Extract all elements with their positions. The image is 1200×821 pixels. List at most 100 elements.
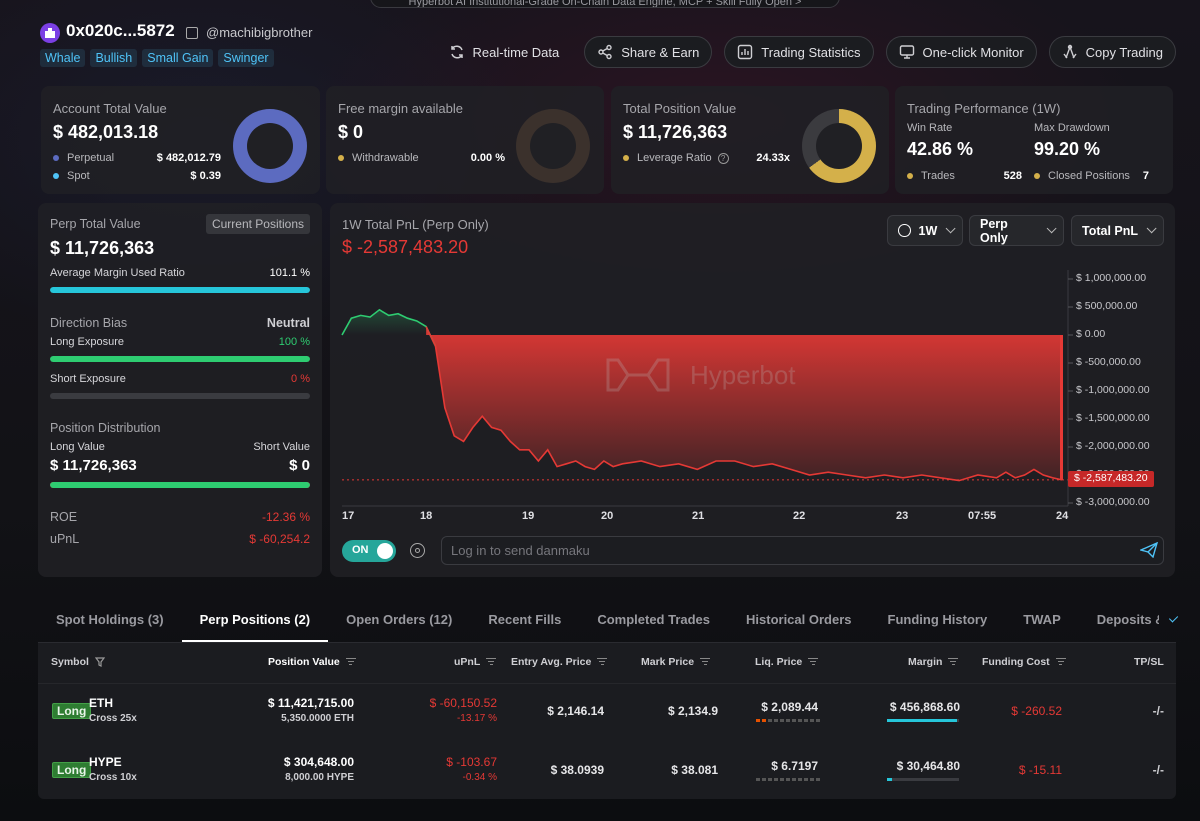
scope-select[interactable]: Perp Only (969, 215, 1064, 246)
x-tick-label: 17 (342, 510, 355, 522)
trades-value: 528 (1003, 170, 1022, 182)
positive-area (342, 309, 427, 335)
user-handle[interactable]: @machibigbrother (206, 25, 313, 40)
tab-completed-trades[interactable]: Completed Trades (597, 612, 711, 627)
short-exposure-value: 0 % (291, 373, 310, 385)
trading-performance-title: Trading Performance (1W) (907, 101, 1061, 116)
trading-statistics-button[interactable]: Trading Statistics (724, 36, 874, 68)
position-size: 8,000.00 HYPE (285, 772, 354, 783)
entry-price: $ 2,146.14 (547, 704, 604, 718)
wallet-address: 0x020c...5872 (66, 21, 175, 40)
header-liq-price[interactable]: Liq. Price (755, 656, 819, 668)
tab-spot-holdings[interactable]: Spot Holdings (3) (56, 612, 164, 627)
total-position-value: $ 11,726,363 (623, 122, 728, 142)
upnl-value: $ -60,254.2 (249, 532, 310, 546)
leverage-dot (623, 155, 629, 161)
closed-positions-label: Closed Positions (1034, 170, 1130, 182)
header-symbol[interactable]: Symbol (51, 656, 105, 668)
withdrawable-label: Withdrawable (338, 152, 419, 164)
tab-open-orders[interactable]: Open Orders (12) (346, 612, 453, 627)
danmaku-toggle[interactable]: ON (342, 540, 396, 562)
perp-summary-panel: Perp Total Value Current Positions $ 11,… (38, 203, 322, 577)
monitor-icon (899, 44, 915, 60)
short-value: $ 0 (289, 457, 310, 474)
x-tick-label: 21 (692, 510, 705, 522)
x-tick-label: 18 (420, 510, 433, 522)
y-tick-label: $ 1,000,000.00 (1076, 272, 1147, 284)
table-row[interactable] (38, 683, 1176, 739)
sort-icon[interactable] (1055, 658, 1066, 666)
copy-icon[interactable] (186, 27, 198, 39)
liq-price: $ 2,089.44 (761, 700, 818, 714)
sort-icon[interactable] (948, 658, 959, 666)
share-earn-button[interactable]: Share & Earn (584, 36, 713, 68)
space-invader-icon (45, 28, 55, 38)
share-icon (597, 44, 613, 60)
copy-trading-button[interactable]: Copy Trading (1048, 36, 1176, 68)
long-exposure-bar (50, 356, 310, 362)
tab-funding-history[interactable]: Funding History (887, 612, 988, 627)
tab-perp-positions[interactable]: Perp Positions (2) (181, 600, 329, 642)
sort-icon[interactable] (700, 658, 711, 666)
perpetual-label: Perpetual (53, 152, 114, 164)
scope-select-value: Perp Only (980, 216, 1008, 245)
symbol-name[interactable]: ETH (89, 696, 113, 710)
liq-risk-indicator (756, 719, 820, 722)
announcement-banner[interactable]: Hyperbot AI Institutional-Grade On-Chain… (370, 0, 840, 8)
tab-twap[interactable]: TWAP (1023, 612, 1061, 627)
tag-small-gain: Small Gain (142, 49, 214, 67)
metric-select[interactable]: Total PnL (1071, 215, 1164, 246)
symbol-name[interactable]: HYPE (89, 755, 122, 769)
range-select[interactable]: 1W (887, 215, 963, 246)
table-row[interactable] (38, 741, 1176, 797)
header-position-value[interactable]: Position Value (268, 656, 356, 668)
sort-icon[interactable] (597, 658, 608, 666)
wallet-tags: Whale Bullish Small Gain Swinger (40, 49, 274, 67)
margin-value: $ 456,868.60 (889, 700, 960, 714)
sort-icon[interactable] (808, 658, 819, 666)
win-rate-value: 42.86 % (907, 139, 974, 159)
margin-bar (887, 778, 959, 781)
send-icon[interactable] (1138, 541, 1159, 563)
share-earn-label: Share & Earn (621, 44, 700, 60)
win-rate-label: Win Rate (907, 122, 953, 134)
current-positions-button[interactable]: Current Positions (205, 214, 310, 234)
sort-icon[interactable] (345, 658, 356, 666)
tag-swinger: Swinger (218, 49, 274, 67)
long-value: $ 11,726,363 (50, 457, 137, 474)
position-distribution-label: Position Distribution (50, 421, 161, 435)
mark-price: $ 38.081 (671, 763, 718, 777)
hyperbot-watermark: Hyperbot (598, 352, 796, 398)
tabs-chevron-down-icon[interactable] (1168, 613, 1179, 623)
header-upnl[interactable]: uPnL (454, 656, 497, 668)
danmaku-input[interactable]: Log in to send danmaku (441, 536, 1164, 565)
header-funding-cost[interactable]: Funding Cost (982, 656, 1066, 668)
users-icon (1062, 44, 1078, 60)
chevron-down-icon (1146, 223, 1157, 234)
pnl-area-chart[interactable] (330, 262, 1175, 532)
filter-icon[interactable] (94, 657, 105, 667)
realtime-data-button[interactable]: Real-time Data (436, 36, 573, 68)
tpsl-value[interactable]: -/- (1152, 704, 1164, 718)
chevron-down-icon (945, 223, 956, 234)
tab-deposits-withdrawals[interactable]: Deposits & Withdra (1096, 612, 1159, 627)
avatar (40, 23, 60, 43)
tab-historical-orders[interactable]: Historical Orders (746, 612, 852, 627)
short-exposure-bar (50, 393, 310, 399)
header-mark-price[interactable]: Mark Price (641, 656, 711, 668)
upnl-value: $ -103.67 (446, 755, 497, 769)
free-margin-card: Free margin available $ 0 Withdrawable 0… (326, 86, 604, 194)
tab-recent-fills[interactable]: Recent Fills (488, 612, 562, 627)
tpsl-value[interactable]: -/- (1152, 763, 1164, 777)
one-click-monitor-button[interactable]: One-click Monitor (885, 36, 1037, 68)
header-entry-price[interactable]: Entry Avg. Price (511, 656, 608, 668)
roe-value: -12.36 % (261, 510, 310, 524)
info-icon[interactable]: ? (717, 152, 729, 164)
danmaku-settings-icon[interactable] (410, 543, 425, 558)
perp-total-value: $ 11,726,363 (50, 238, 155, 258)
sort-icon[interactable] (486, 658, 497, 666)
max-drawdown-value: 99.20 % (1034, 139, 1101, 159)
trading-performance-card: Trading Performance (1W) Win Rate 42.86 … (895, 86, 1173, 194)
y-tick-label: $ -2,000,000.00 (1076, 440, 1150, 452)
header-margin[interactable]: Margin (908, 656, 959, 668)
